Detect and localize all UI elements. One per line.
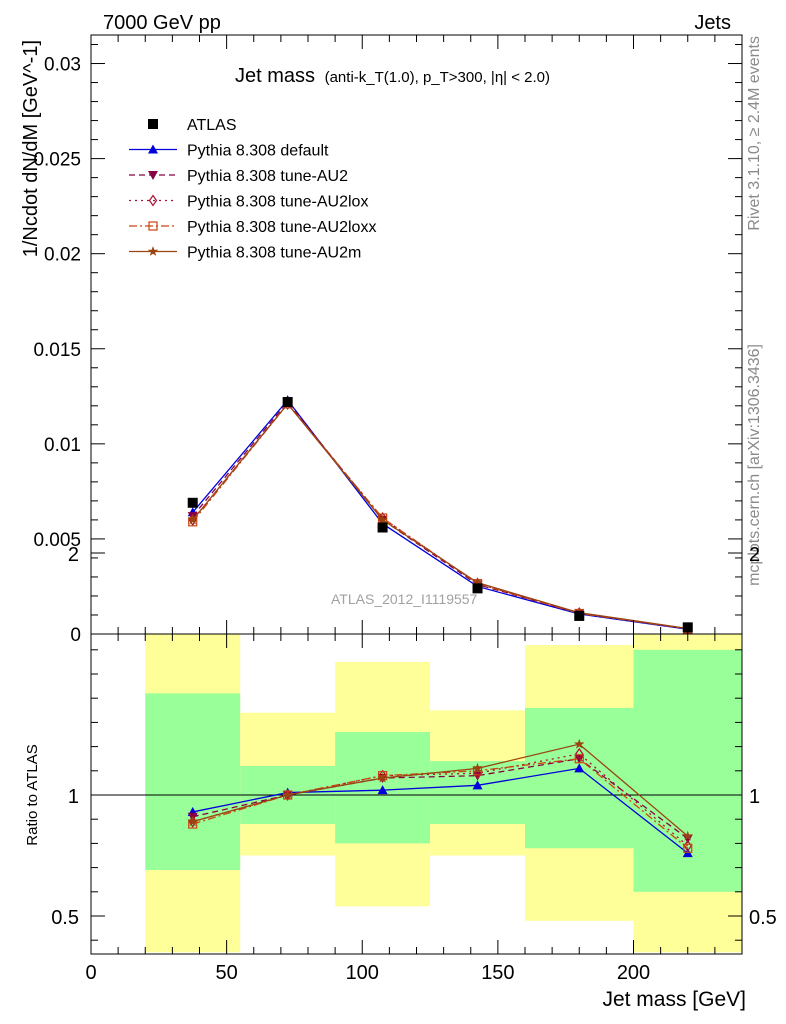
ratio-series-layer bbox=[187, 738, 693, 858]
main-data-point bbox=[472, 583, 483, 594]
legend-label: Pythia 8.308 tune-AU2m bbox=[187, 245, 361, 262]
legend-label: Pythia 8.308 tune-AU2loxx bbox=[187, 219, 376, 236]
ratio-series-default-point bbox=[574, 763, 585, 773]
main-panel: 0 0.005 0.01 0.015 0.02 0.025 0.03 Jet mass (a… bbox=[20, 34, 743, 646]
ratio-series-au2m-point bbox=[187, 816, 198, 827]
legend-marker-default bbox=[148, 144, 158, 154]
main-data-point bbox=[282, 397, 293, 408]
legend-marker-au2lox bbox=[148, 194, 158, 207]
main-series-au2-line bbox=[192, 400, 688, 630]
ratio-series-au2-line bbox=[192, 758, 689, 840]
main-y-tick-label: 0.01 bbox=[44, 435, 81, 456]
ratio-series-au2m-point bbox=[682, 830, 693, 841]
main-series-au2m-point bbox=[187, 514, 198, 525]
legend: ATLAS Pythia 8.308 default Pythia 8.308 tu… bbox=[129, 117, 376, 262]
main-y-tick-label: 0.025 bbox=[33, 150, 81, 171]
main-series-au2m-point bbox=[472, 577, 483, 588]
ratio-series-au2loxx-point bbox=[574, 754, 584, 764]
main-y-tick-label: 0.02 bbox=[44, 245, 81, 266]
ratio-y-tick-label-right: 1 bbox=[749, 786, 760, 808]
main-y-tick-label: 0.015 bbox=[33, 340, 81, 361]
ratio-series-au2lox-point bbox=[575, 747, 584, 760]
x-tick-label: 50 bbox=[216, 962, 238, 984]
ratio-series-au2lox-point bbox=[378, 769, 387, 782]
ratio-series-default-line bbox=[192, 767, 689, 854]
ratio-series-au2m-point bbox=[574, 738, 585, 749]
main-y-tick-label: 0 bbox=[70, 625, 81, 646]
ratio-series-au2-point bbox=[682, 834, 693, 844]
ratio-green-band bbox=[525, 707, 634, 849]
ratio-uncertainty-bands bbox=[145, 634, 742, 953]
mcplots-source-label: mcplots.cern.ch [arXiv:1306.3436] bbox=[746, 344, 763, 586]
main-y-axis: 0 0.005 0.01 0.015 0.02 0.025 0.03 bbox=[33, 35, 743, 646]
ratio-y-axis-label: Ratio to ATLAS bbox=[24, 744, 41, 845]
x-tick-label: 200 bbox=[617, 962, 650, 984]
rivet-version-label: Rivet 3.1.10, ≥ 2.4M events bbox=[746, 36, 763, 231]
legend-marker-au2loxx bbox=[148, 221, 158, 231]
legend-label: Pythia 8.308 default bbox=[187, 143, 329, 160]
legend-marker-au2 bbox=[148, 171, 158, 180]
analysis-watermark: ATLAS_2012_I1119557 bbox=[331, 591, 478, 607]
plot-title-main: Jet mass bbox=[235, 65, 315, 87]
main-series-au2m-line bbox=[192, 402, 688, 630]
ratio-y-tick-label-right: 0.5 bbox=[749, 907, 777, 929]
x-tick-label: 100 bbox=[346, 962, 379, 984]
legend-label: ATLAS bbox=[187, 117, 237, 134]
ratio-series-au2m-line bbox=[192, 743, 689, 837]
ratio-series-default-point bbox=[472, 780, 483, 790]
main-y-axis-label: 1/Ncdot dN/dM [GeV^-1] bbox=[20, 40, 42, 257]
main-y-tick-label: 0.03 bbox=[44, 55, 81, 76]
ratio-series-au2m-point bbox=[472, 762, 483, 773]
main-data-point bbox=[574, 610, 585, 621]
ratio-y-tick-label: 1 bbox=[68, 786, 79, 808]
x-tick-label: 0 bbox=[85, 962, 96, 984]
ratio-panel: 0.5 0.5 1 1 2 2 0 50 100 150 200 Ratio to ATLAS Je… bbox=[24, 544, 777, 1011]
legend-marker-data bbox=[148, 119, 158, 129]
x-tick-label: 150 bbox=[481, 962, 514, 984]
ratio-series-default-point bbox=[377, 785, 388, 795]
legend-marker-au2m bbox=[147, 246, 159, 256]
main-series-au2m-point bbox=[377, 514, 388, 525]
main-data-point bbox=[187, 497, 198, 508]
header-left-label: 7000 GeV pp bbox=[103, 12, 221, 34]
main-y-tick-label: 0.005 bbox=[33, 530, 81, 551]
main-data-point bbox=[377, 522, 388, 533]
ratio-y-tick-label: 0.5 bbox=[51, 907, 79, 929]
x-axis-label: Jet mass [GeV] bbox=[602, 988, 746, 1011]
legend-label: Pythia 8.308 tune-AU2lox bbox=[187, 194, 368, 211]
ratio-series-au2m-point bbox=[282, 789, 293, 800]
header-right-label: Jets bbox=[694, 12, 731, 34]
main-series-layer bbox=[187, 395, 693, 635]
legend-label: Pythia 8.308 tune-AU2 bbox=[187, 168, 348, 185]
ratio-axes: 0.5 0.5 1 1 2 2 0 50 100 150 200 bbox=[51, 544, 777, 984]
plot-title-detail: (anti-k_T(1.0), p_T>300, |η| < 2.0) bbox=[325, 69, 550, 86]
ratio-series-au2loxx-point bbox=[683, 843, 693, 853]
ratio-series-au2m-point bbox=[377, 772, 388, 783]
plot-title: Jet mass (anti-k_T(1.0), p_T>300, |η| < … bbox=[235, 65, 550, 87]
ratio-y-tick-label: 2 bbox=[68, 544, 79, 566]
ratio-y-tick-label-right: 2 bbox=[749, 544, 760, 566]
ratio-green-band bbox=[145, 693, 241, 871]
